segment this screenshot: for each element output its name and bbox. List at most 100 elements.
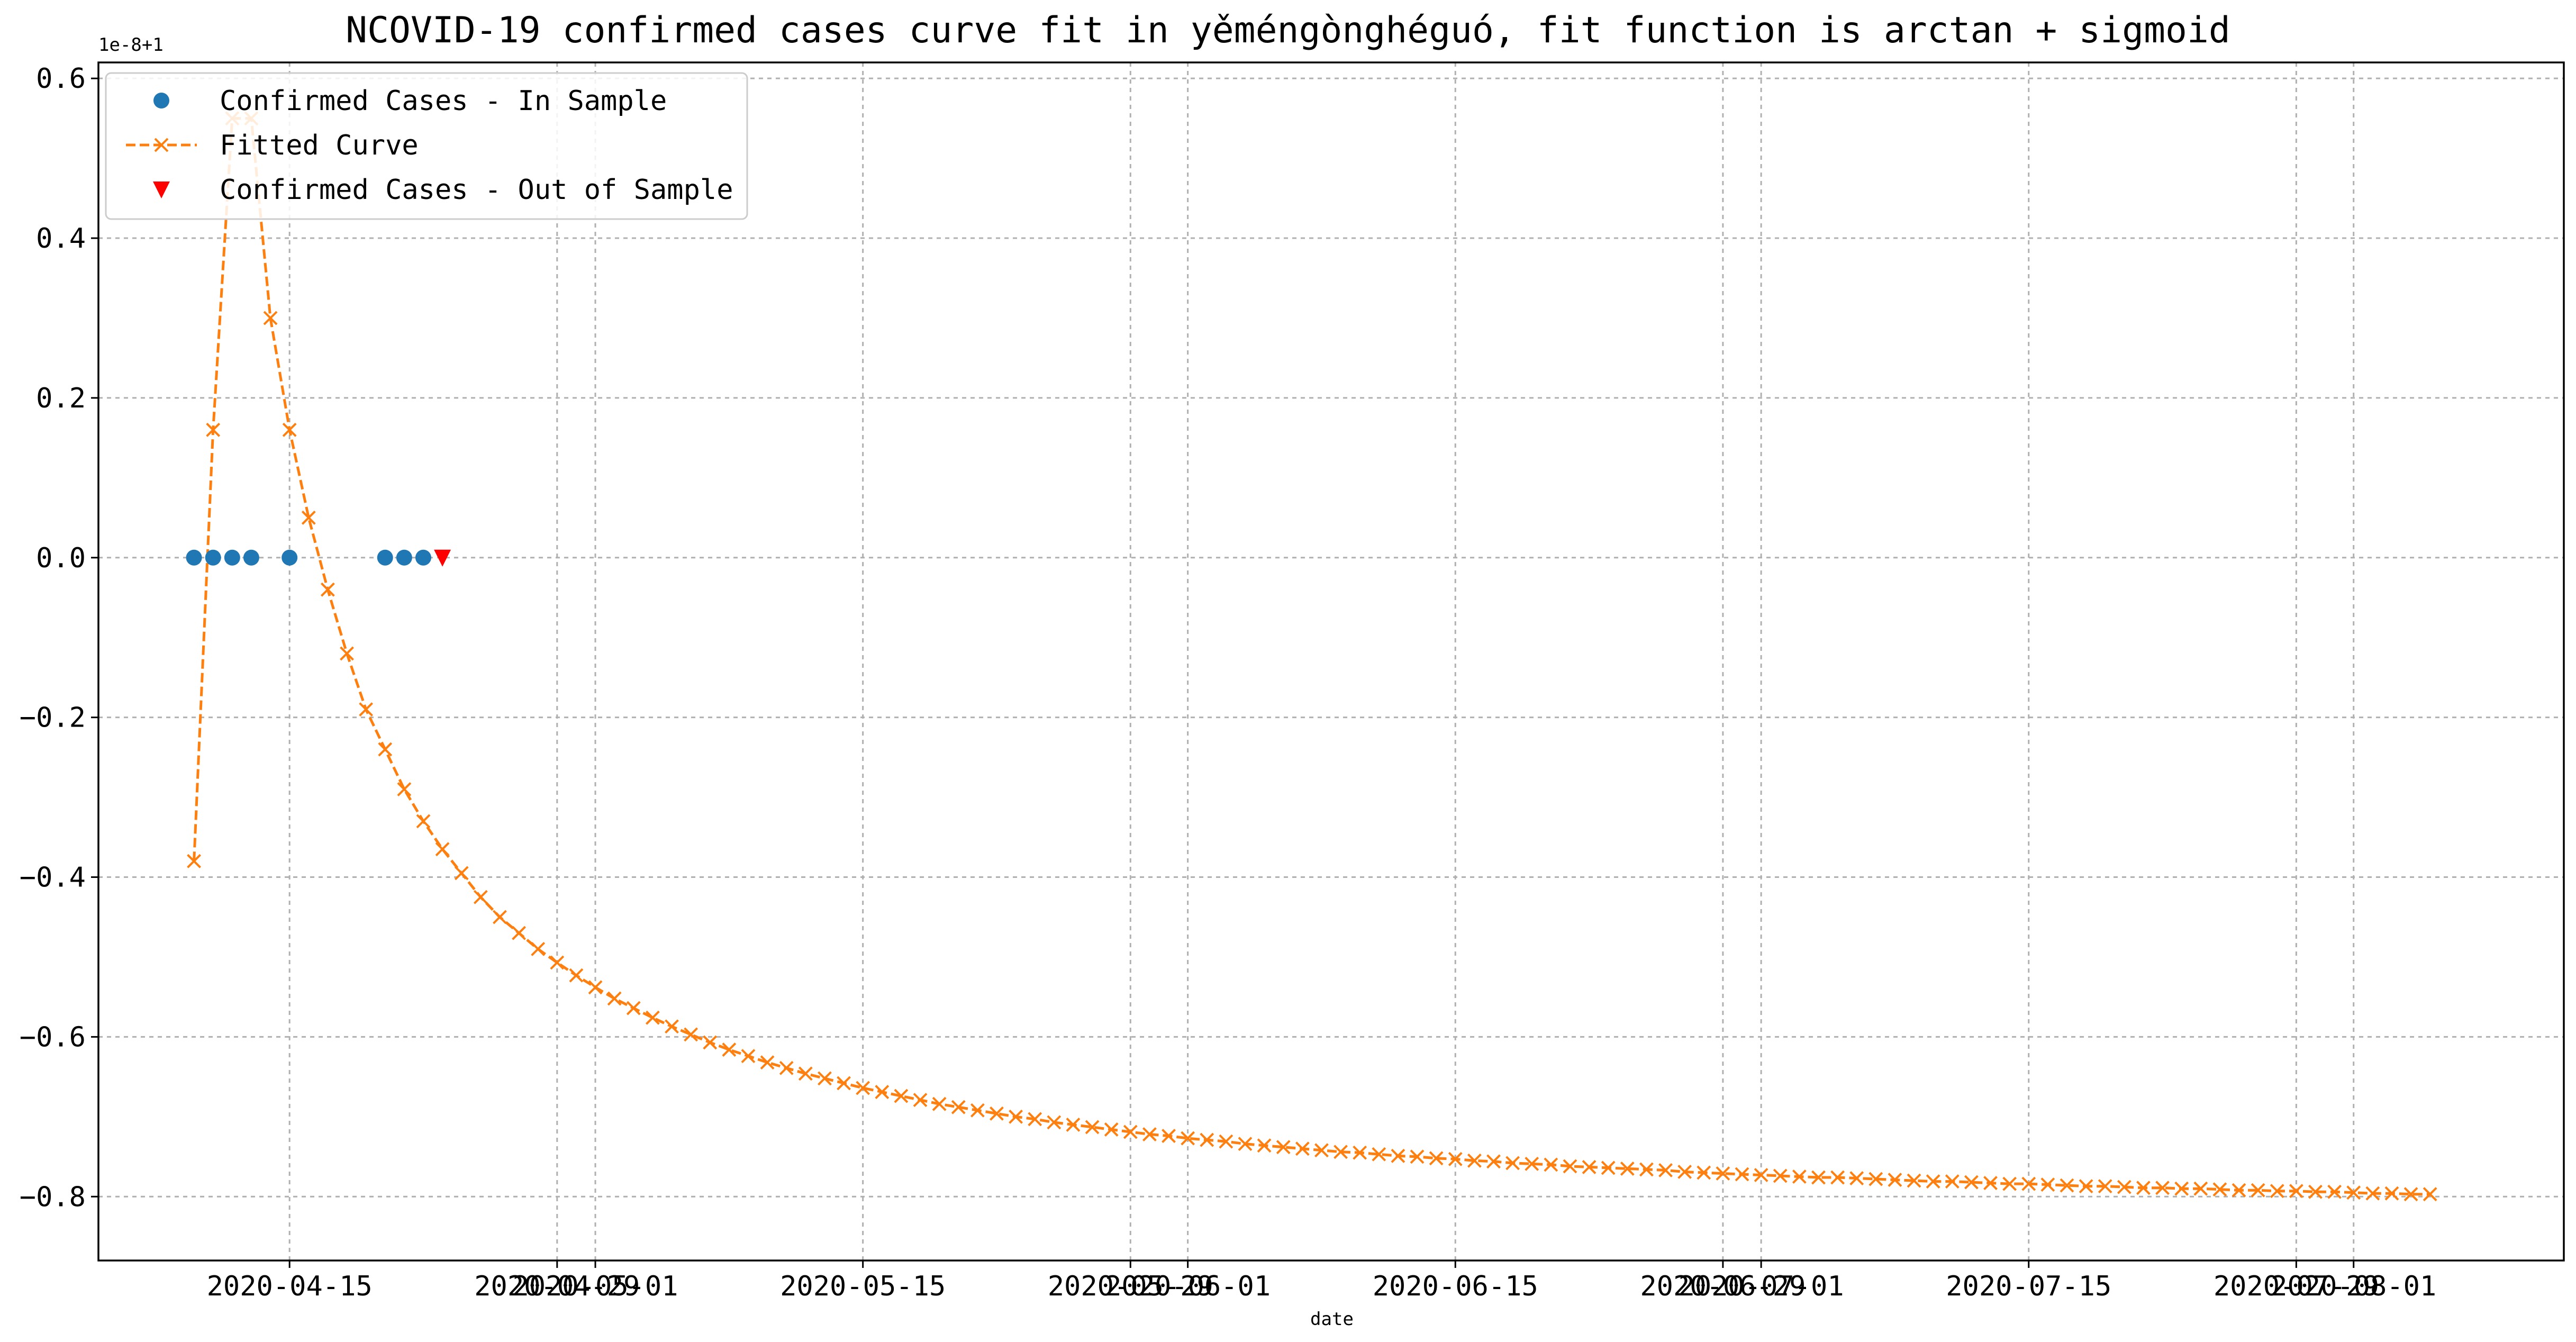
fitted-curve-marker (2327, 1184, 2342, 1199)
fitted-curve-marker (798, 1066, 813, 1081)
fitted-curve-marker (837, 1076, 851, 1091)
fitted-curve-marker (1295, 1141, 1310, 1156)
fitted-curve-marker (913, 1093, 928, 1108)
y-tick-label: 0.6 (36, 63, 86, 95)
y-tick-label: 0.2 (36, 383, 86, 414)
x-tick-label: 2020-07-29 (2214, 1271, 2379, 1302)
fitted-curve-marker (1410, 1149, 1425, 1164)
fitted-curve-marker (1582, 1159, 1597, 1174)
fitted-curve-marker (779, 1060, 794, 1075)
fitted-curve-marker (378, 742, 393, 757)
legend: Confirmed Cases - In Sample Fitted Curve C… (105, 72, 748, 220)
fitted-curve-marker (1219, 1134, 1233, 1149)
fitted-curve-marker (263, 311, 278, 325)
fitted-curve-marker (2098, 1179, 2112, 1194)
fitted-curve-marker (2212, 1182, 2227, 1197)
fitted-curve-marker (1716, 1166, 1730, 1181)
in-sample-point (396, 549, 412, 566)
in-sample-point (205, 549, 221, 566)
fitted-curve-marker (1888, 1173, 1902, 1187)
x-tick-label: 2020-05-15 (780, 1271, 946, 1302)
fitted-curve-marker (320, 582, 335, 597)
fitted-curve-marker (626, 1001, 641, 1015)
fitted-curve-marker (1792, 1169, 1807, 1184)
fitted-curve-marker (1945, 1174, 1960, 1189)
out-of-sample-point (434, 549, 451, 567)
fitted-curve-marker (1563, 1159, 1577, 1174)
fitted-curve-marker (206, 422, 221, 437)
fitted-curve-marker (665, 1019, 679, 1034)
x-tick-label: 2020-06-15 (1373, 1271, 1538, 1302)
fitted-curve-marker (1257, 1138, 1272, 1153)
fitted-curve-marker (2270, 1184, 2284, 1199)
fitted-curve-marker (1964, 1175, 1979, 1190)
fitted-curve-marker (1238, 1137, 1253, 1151)
fitted-curve-marker (282, 422, 297, 437)
grid (98, 62, 2564, 1261)
x-tick-label: 2020-07-01 (1679, 1271, 1844, 1302)
in-sample-point (224, 549, 240, 566)
fitted-curve-marker (760, 1055, 775, 1070)
fitted-curve-marker (1525, 1156, 1539, 1171)
fitted-curve-marker (1334, 1145, 1348, 1159)
fitted-curve-marker (970, 1103, 985, 1118)
fitted-curve-marker (2365, 1186, 2380, 1201)
fitted-curve-marker (569, 968, 584, 983)
fitted-curve-marker (340, 646, 354, 661)
fitted-curve-marker (1162, 1129, 1176, 1143)
fitted-curve-marker (1486, 1154, 1501, 1169)
y-offset-text: 1e-8+1 (98, 34, 164, 56)
x-tick-label: 2020-06-01 (1105, 1271, 1271, 1302)
in-sample-point (186, 549, 202, 566)
legend-label: Fitted Curve (220, 130, 419, 161)
fitted-curve-marker (1544, 1157, 1558, 1172)
fitted-curve-marker (1505, 1156, 1520, 1171)
y-tick-label: −0.2 (20, 702, 86, 734)
fitted-curve-marker (1047, 1115, 1062, 1130)
fitted-curve-marker (684, 1027, 699, 1042)
legend-label: Confirmed Cases - Out of Sample (220, 174, 733, 206)
y-tick-label: −0.4 (20, 862, 86, 894)
fitted-curve-marker (187, 854, 201, 868)
fitted-curve-marker (2232, 1183, 2246, 1198)
legend-triangle-marker (153, 182, 170, 198)
fitted-curve-marker (1028, 1112, 1042, 1127)
fitted-curve-marker (1639, 1162, 1654, 1177)
fitted-curve-marker (1754, 1168, 1768, 1182)
fitted-curve-marker (2155, 1181, 2170, 1195)
fitted-curve-marker (1907, 1173, 1921, 1188)
fitted-curve-marker (512, 926, 526, 940)
fitted-curve-marker (1123, 1125, 1138, 1139)
x-tick-label: 2020-08-01 (2271, 1271, 2436, 1302)
fitted-curve-marker (2289, 1184, 2303, 1199)
x-tick-label: 2020-06-29 (1640, 1271, 1806, 1302)
fitted-curve-marker (2346, 1185, 2361, 1200)
fitted-curve-marker (741, 1049, 756, 1064)
fitted-curve-marker (1066, 1117, 1081, 1132)
fitted-curve-line (193, 117, 2430, 1196)
fitted-curve-marker (2251, 1183, 2265, 1198)
fitted-curve-marker (1773, 1168, 1788, 1183)
fitted-curve-marker (990, 1106, 1004, 1121)
fitted-curve-marker (301, 510, 316, 525)
fitted-curve-marker (894, 1089, 909, 1103)
fitted-curve-marker (1849, 1171, 1864, 1185)
in-sample-point (243, 549, 259, 566)
fitted-curve-marker (2136, 1181, 2151, 1195)
fitted-curve-marker (359, 702, 374, 717)
fitted-curve-marker (2193, 1181, 2208, 1196)
fitted-curve-marker (951, 1100, 966, 1114)
fitted-curve-marker (1983, 1176, 1998, 1191)
fitted-curve-marker (1467, 1153, 1482, 1168)
legend-box (105, 72, 748, 220)
fitted-curve-marker (875, 1085, 890, 1099)
fitted-curve-marker (1009, 1109, 1023, 1124)
in-sample-point (282, 549, 298, 566)
plot-frame (97, 61, 2565, 1262)
fitted-curve-marker (397, 782, 412, 796)
fitted-curve-marker (473, 890, 488, 904)
fitted-curve-marker (1276, 1140, 1291, 1155)
fitted-curve-marker (2002, 1176, 2017, 1191)
